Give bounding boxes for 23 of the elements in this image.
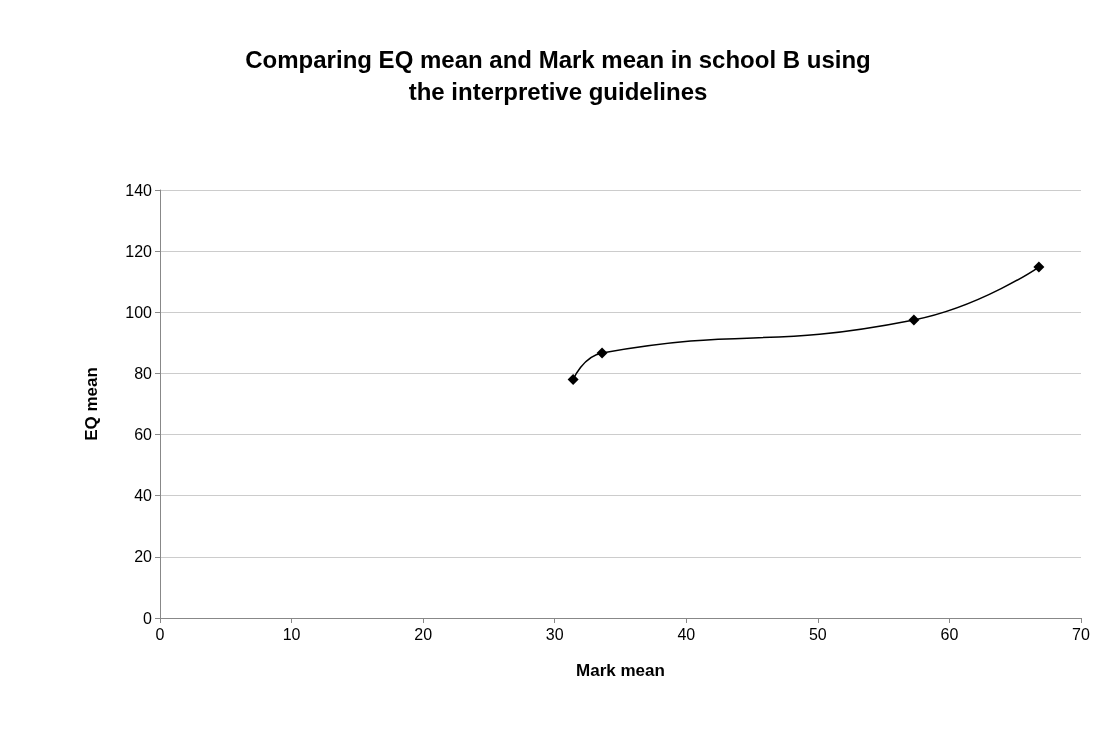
x-tick-label: 70 [1072,625,1090,643]
y-tick-label: 40 [134,487,153,505]
y-axis-title: EQ mean [82,367,101,441]
x-axis-title: Mark mean [576,661,665,680]
x-tick-label: 40 [677,625,696,643]
x-tick-label: 0 [155,625,165,643]
x-tick-label: 10 [282,625,301,643]
point [596,347,608,359]
x-tick-label: 60 [940,625,959,643]
y-tick-label: 60 [134,426,153,444]
point [908,314,920,326]
y-tick-label: 0 [143,609,153,627]
y-tick-label: 140 [125,181,153,199]
chart-title: Comparing EQ mean and Mark mean in school B using the interpretive guidelines [245,45,871,105]
point [1033,261,1045,273]
point [567,374,579,386]
y-tick-label: 120 [125,242,153,260]
y-tick-label: 20 [134,548,153,566]
y-tick-label: 80 [134,364,153,382]
x-tick-label: 50 [808,625,827,643]
x-tick-label: 20 [414,625,433,643]
x-tick-label: 30 [545,625,564,643]
y-tick-label: 100 [125,303,153,321]
